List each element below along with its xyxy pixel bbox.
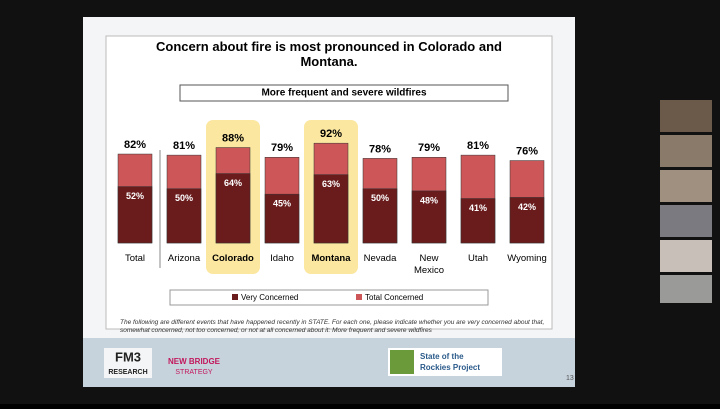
legend-box xyxy=(169,289,489,306)
value-label: 81% xyxy=(467,140,489,152)
legend-swatch xyxy=(356,294,362,300)
video-tile[interactable] xyxy=(660,275,712,303)
video-tile[interactable] xyxy=(660,240,712,272)
value-label: 45% xyxy=(273,199,291,209)
x-tick-label: Total xyxy=(125,253,145,264)
bar xyxy=(117,186,153,244)
value-label: 42% xyxy=(518,202,536,212)
value-label: 79% xyxy=(418,142,440,154)
bar xyxy=(215,173,251,244)
rockies-icon xyxy=(390,350,414,374)
chart-title: Concern about fire is most pronounced in… xyxy=(156,39,502,69)
x-tick-label: Montana xyxy=(311,253,351,264)
logo-text: STRATEGY xyxy=(175,369,213,376)
x-tick-label: Utah xyxy=(468,253,488,264)
bar xyxy=(509,197,545,244)
x-tick-label: Colorado xyxy=(212,253,254,264)
bar xyxy=(460,198,496,244)
x-tick-label: Wyoming xyxy=(507,253,547,264)
bar xyxy=(411,190,447,244)
value-label: 79% xyxy=(271,142,293,154)
value-label: 64% xyxy=(224,178,242,188)
bar xyxy=(362,188,398,244)
value-label: 88% xyxy=(222,132,244,144)
bar xyxy=(166,188,202,244)
value-label: 82% xyxy=(124,139,146,151)
video-tile[interactable] xyxy=(660,100,712,132)
value-label: 63% xyxy=(322,179,340,189)
bar xyxy=(264,193,300,244)
value-label: 92% xyxy=(320,128,342,140)
video-tile[interactable] xyxy=(660,170,712,202)
logo-text: FM3 xyxy=(115,349,141,364)
value-label: 78% xyxy=(369,143,391,155)
value-label: 50% xyxy=(175,193,193,203)
footnote: The following are different events that … xyxy=(120,319,545,334)
logo-text: State of the xyxy=(420,352,464,361)
logo-text: Rockies Project xyxy=(420,363,480,372)
x-tick-label: Nevada xyxy=(364,253,397,264)
page-number: 13 xyxy=(566,375,574,382)
logo-text: RESEARCH xyxy=(108,369,147,376)
x-tick-label: Idaho xyxy=(270,253,294,264)
value-label: 76% xyxy=(516,145,538,157)
fm3-logo xyxy=(104,348,152,378)
value-label: 41% xyxy=(469,203,487,213)
x-tick-label: Arizona xyxy=(168,253,201,264)
value-label: 48% xyxy=(420,195,438,205)
subtitle-box xyxy=(179,84,509,102)
logo-text: NEW BRIDGE xyxy=(168,357,221,366)
video-tile[interactable] xyxy=(660,205,712,237)
bar xyxy=(313,174,349,244)
x-tick-label: New Mexico xyxy=(414,253,444,276)
video-tile[interactable] xyxy=(660,135,712,167)
legend-label: Very Concerned xyxy=(241,293,298,302)
value-label: 50% xyxy=(371,193,389,203)
legend-swatch xyxy=(232,294,238,300)
legend-label: Total Concerned xyxy=(365,293,423,302)
value-label: 52% xyxy=(126,191,144,201)
value-label: 81% xyxy=(173,140,195,152)
chart-subtitle: More frequent and severe wildfires xyxy=(261,88,426,99)
video-tiles xyxy=(660,100,712,303)
